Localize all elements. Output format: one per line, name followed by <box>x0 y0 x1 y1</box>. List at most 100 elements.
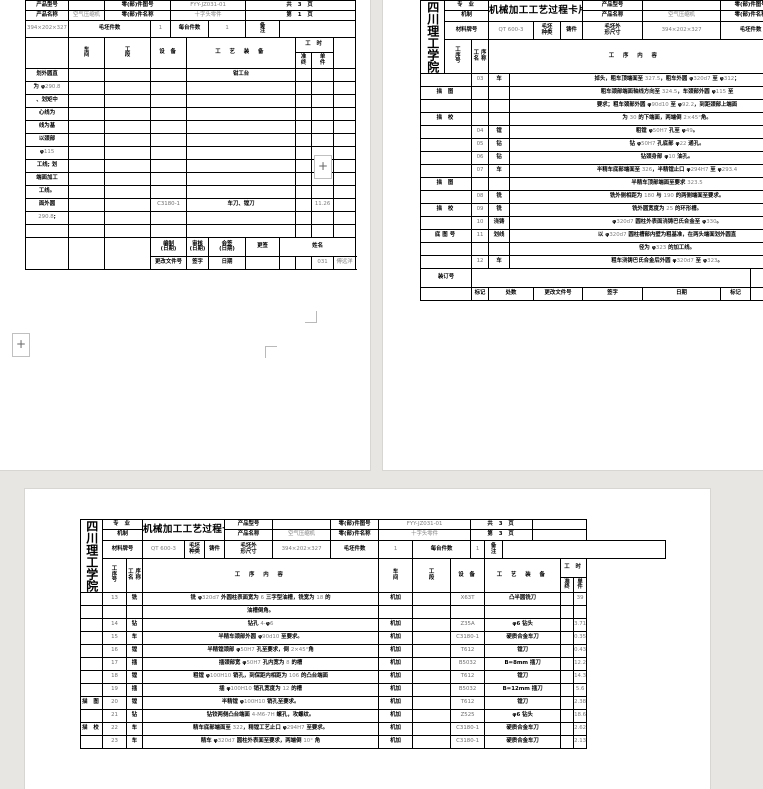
label-product-name: 产品名称 <box>583 11 643 22</box>
label-section: 工段 <box>105 38 151 69</box>
table-row[interactable]: 以颈部 <box>26 134 356 147</box>
label-work-time: 工 时 <box>561 559 587 578</box>
table-row[interactable]: 为 φ290.8 <box>26 82 356 95</box>
label-remark: 备注 <box>246 21 280 38</box>
word-expand-handle-1[interactable]: + <box>314 155 332 179</box>
cell-op-no: 03 <box>472 74 489 87</box>
table-row[interactable]: 描 图半精车顶部端面至要求 323.5 <box>421 178 763 191</box>
header-right-pad <box>533 520 587 530</box>
cell-op-content <box>26 225 69 238</box>
table-row[interactable]: 油槽倒角。 <box>81 606 666 619</box>
cell-tooling: 车刀、镗刀 <box>187 199 296 212</box>
cell-tooling <box>187 186 296 199</box>
cell-op-content: 以 φ320d7 圆柱槽部内壁为粗基准，在两头端面划外圆直 <box>510 230 763 243</box>
document-page-1[interactable]: 产品型号 零(部)件图号 FYY-JZ031-01 共 3 页 产品名称 空气压… <box>0 0 370 470</box>
cell-prep-end <box>561 723 574 736</box>
table-row[interactable]: 线为基 <box>26 121 356 134</box>
cell-per-piece: 3.71 <box>574 619 587 632</box>
cell-prep-end <box>561 736 574 749</box>
label-date: 日期 <box>209 257 246 270</box>
cell-side-label <box>81 684 103 697</box>
table-row[interactable]: 要求；粗车颈部外圆 φ90d10 至 φ92.2，到距颈部上端面 <box>421 100 763 113</box>
label-per-piece: 单件 <box>574 578 587 593</box>
cell-pad <box>334 134 356 147</box>
cell-tooling <box>187 160 296 173</box>
table-row[interactable]: 工线。 <box>26 186 356 199</box>
value-blank-count: 1 <box>379 541 413 559</box>
cell-equipment: Z35A <box>451 619 485 632</box>
table-row[interactable]: 端面加工 <box>26 173 356 186</box>
cell-op-name: 插 <box>127 658 143 671</box>
cell-per-piece <box>312 121 334 134</box>
table-row[interactable]: 心线为 <box>26 108 356 121</box>
cell-workshop: 机加 <box>379 723 413 736</box>
table-row[interactable]: 工线; 划 <box>26 160 356 173</box>
cell-equipment: Z525 <box>451 710 485 723</box>
table-row[interactable]: 、划矩中 <box>26 95 356 108</box>
cell-workshop: 机加 <box>379 658 413 671</box>
table-row[interactable]: 划外圆直钳工台 <box>26 69 356 82</box>
value-review-date <box>280 257 296 270</box>
word-expand-handle-2[interactable]: + <box>12 333 30 357</box>
table-row[interactable]: 径为 φ323 的加工线。 <box>421 243 763 256</box>
table-row[interactable] <box>26 225 356 238</box>
cell-op-content: 线为基 <box>26 121 69 134</box>
cell-side-label: 描 校 <box>421 204 472 217</box>
cell-op-content: 要求；粗车颈部外圆 φ90d10 至 φ92.2，到距颈部上端面 <box>510 100 763 113</box>
cell-tooling: 镗刀 <box>485 671 561 684</box>
cell-op-name: 镗 <box>127 645 143 658</box>
cell-tooling: 硬质合金车刀 <box>485 632 561 645</box>
cell-op-no <box>472 100 489 113</box>
cell-section <box>105 108 151 121</box>
label-date-1: 日期 <box>643 288 721 301</box>
table-row[interactable]: 描 校为 30 的下端面，两端倒 2×45°角。 <box>421 113 763 126</box>
cell-op-no <box>472 113 489 126</box>
cell-side-label <box>421 191 472 204</box>
value-part-name: 十字头零件 <box>379 530 471 541</box>
cell-op-no <box>472 178 489 191</box>
document-page-3[interactable]: 四川理工学院 专 业 机械加工工艺过程卡片 产品型号 零(部)件图号 FYY-J… <box>25 489 710 789</box>
label-workshop: 车间 <box>69 38 105 69</box>
table-row[interactable]: 290.8; <box>26 212 356 225</box>
table-row[interactable]: φ115 <box>26 147 356 160</box>
cell-side-label: 底图号 <box>421 230 472 243</box>
table-row[interactable]: 描 图粗车颈部端面轴线方向至 324.5，车颈部外圆 φ115 至 <box>421 87 763 100</box>
cell-op-content: 径为 φ323 的加工线。 <box>510 243 763 256</box>
value-per-set-count: 1 <box>471 541 485 559</box>
label-material-no: 材料牌号 <box>103 541 143 559</box>
document-page-2[interactable]: 四川理工学院 专 业 机械加工工艺过程卡片 产品型号 零(部)件图号 FYY-J… <box>383 0 763 470</box>
cell-side-label <box>421 74 472 87</box>
cell-prep-end <box>296 160 312 173</box>
cell-side-label <box>421 217 472 230</box>
label-blank-size: 毛坯外形尺寸 <box>225 541 273 559</box>
spacer-cell-2 <box>334 38 356 69</box>
label-op-content: 工 序 内 容 <box>489 40 763 74</box>
cell-section <box>413 606 451 619</box>
label-blank-size: 毛坯外形尺寸 <box>583 22 643 40</box>
value-product-model <box>273 520 331 530</box>
cell-op-name: 车 <box>127 736 143 749</box>
cell-pad <box>334 69 356 82</box>
